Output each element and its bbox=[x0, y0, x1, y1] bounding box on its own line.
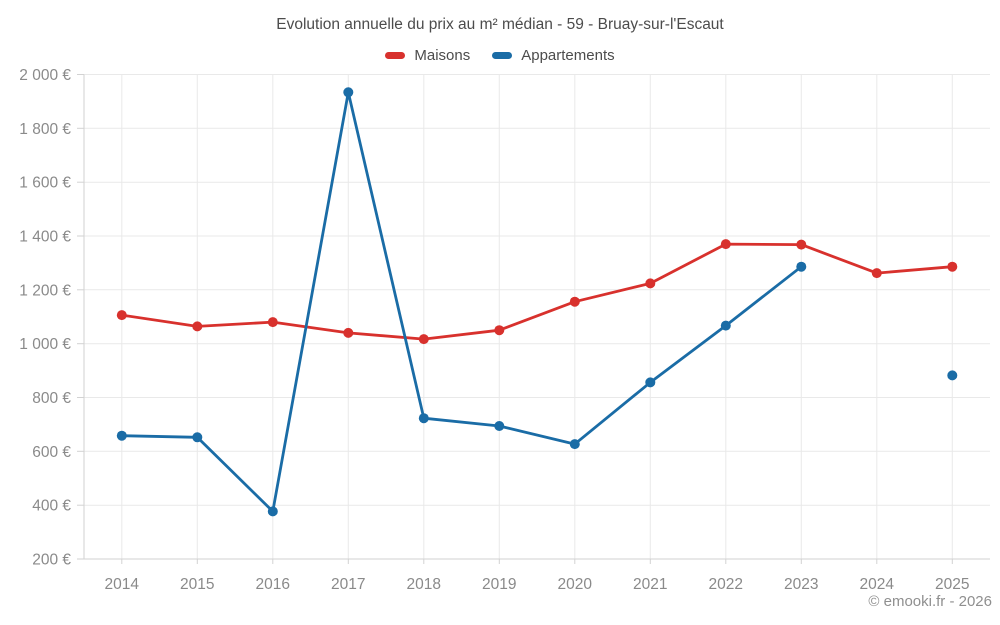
svg-text:2020: 2020 bbox=[558, 576, 593, 593]
data-point bbox=[947, 261, 958, 272]
svg-text:1 200 €: 1 200 € bbox=[19, 282, 71, 299]
svg-text:2014: 2014 bbox=[105, 576, 140, 593]
data-point bbox=[569, 296, 580, 307]
data-point bbox=[720, 320, 731, 331]
chart-legend: Maisons Appartements bbox=[0, 47, 1000, 64]
data-point bbox=[947, 370, 958, 381]
data-point bbox=[494, 325, 505, 336]
svg-text:1 000 €: 1 000 € bbox=[19, 336, 71, 353]
svg-text:2025: 2025 bbox=[935, 576, 969, 593]
data-point bbox=[645, 278, 656, 289]
x-axis-labels: 2014 2015 2016 2017 2018 2019 2020 2021 2022 2023… bbox=[105, 576, 970, 593]
data-point bbox=[192, 321, 203, 332]
svg-text:2015: 2015 bbox=[180, 576, 214, 593]
legend-label-maisons: Maisons bbox=[414, 47, 471, 64]
maisons-swatch-icon bbox=[385, 52, 406, 59]
legend-label-appartements: Appartements bbox=[521, 47, 615, 64]
y-axis-labels: 2 000 € 1 800 € 1 600 € 1 400 € 1 200 € 1 000… bbox=[19, 67, 71, 569]
svg-text:2023: 2023 bbox=[784, 576, 818, 593]
svg-text:800 €: 800 € bbox=[32, 390, 71, 407]
appartements-swatch-icon bbox=[492, 52, 513, 59]
series-maisons bbox=[116, 239, 958, 345]
svg-text:600 €: 600 € bbox=[32, 444, 71, 461]
svg-text:400 €: 400 € bbox=[32, 498, 71, 515]
svg-text:1 400 €: 1 400 € bbox=[19, 229, 71, 246]
series-appartements bbox=[116, 87, 958, 517]
data-point bbox=[267, 317, 278, 328]
copyright-text: © emooki.fr - 2026 bbox=[868, 593, 992, 610]
data-point bbox=[116, 310, 127, 321]
data-point bbox=[116, 430, 127, 441]
data-point bbox=[720, 239, 731, 250]
svg-text:200 €: 200 € bbox=[32, 552, 71, 569]
svg-text:2016: 2016 bbox=[256, 576, 290, 593]
data-point bbox=[494, 421, 505, 431]
data-point bbox=[267, 506, 278, 517]
svg-text:1 800 €: 1 800 € bbox=[19, 121, 71, 138]
legend-item-appartements[interactable]: Appartements bbox=[492, 47, 615, 64]
data-point bbox=[418, 334, 429, 345]
svg-text:2 000 €: 2 000 € bbox=[19, 67, 71, 84]
data-point bbox=[418, 413, 429, 424]
svg-text:2017: 2017 bbox=[331, 576, 365, 593]
grid-lines bbox=[84, 74, 990, 559]
svg-text:2018: 2018 bbox=[407, 576, 441, 593]
data-point bbox=[192, 432, 203, 443]
data-point bbox=[569, 439, 580, 450]
axes bbox=[77, 74, 990, 564]
data-point bbox=[645, 377, 656, 388]
svg-text:2019: 2019 bbox=[482, 576, 516, 593]
data-point bbox=[343, 87, 354, 98]
data-point bbox=[796, 261, 807, 272]
chart-title: Evolution annuelle du prix au m² médian … bbox=[276, 16, 724, 33]
data-point bbox=[871, 268, 882, 279]
data-point bbox=[343, 327, 354, 338]
svg-text:1 600 €: 1 600 € bbox=[19, 175, 71, 192]
svg-text:2024: 2024 bbox=[860, 576, 895, 593]
legend-item-maisons[interactable]: Maisons bbox=[385, 47, 470, 64]
svg-text:2022: 2022 bbox=[709, 576, 743, 593]
data-point bbox=[796, 239, 807, 250]
svg-text:2021: 2021 bbox=[633, 576, 667, 593]
